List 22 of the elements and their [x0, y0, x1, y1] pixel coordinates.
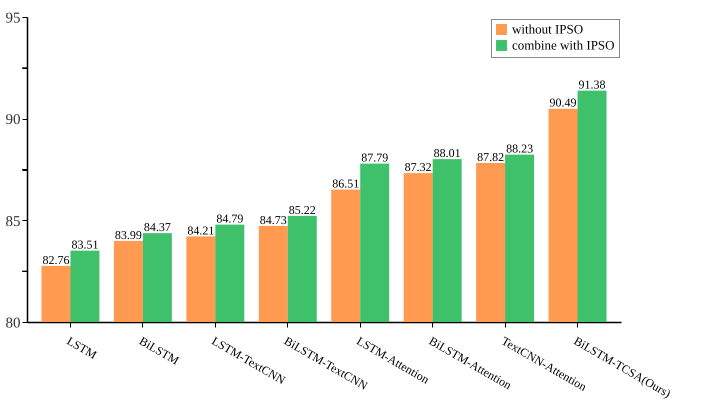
data-label: 87.82 [477, 150, 504, 164]
data-label: 86.51 [332, 176, 360, 191]
data-label: 84.73 [260, 212, 287, 227]
y-tick-label: 85 [6, 214, 20, 230]
data-label: 83.51 [71, 238, 98, 252]
data-label: 85.22 [288, 202, 316, 217]
data-label: 91.38 [578, 78, 606, 92]
y-tick-label: 95 [6, 10, 20, 26]
data-label: 87.79 [361, 150, 388, 165]
data-label: 88.01 [434, 146, 461, 160]
data-label: 84.37 [144, 220, 171, 234]
legend-label: combine with IPSO [512, 38, 615, 52]
y-tick-label: 90 [6, 112, 20, 128]
y-tick-label: 80 [6, 316, 20, 332]
data-label: 84.21 [187, 223, 214, 238]
legend-label: without IPSO [512, 22, 584, 36]
data-label: 82.76 [42, 252, 70, 267]
data-label: 83.99 [114, 228, 142, 242]
data-label: 88.23 [506, 142, 534, 156]
data-label: 90.49 [550, 96, 577, 110]
data-label: 87.32 [404, 160, 432, 174]
data-label: 84.79 [216, 212, 244, 226]
